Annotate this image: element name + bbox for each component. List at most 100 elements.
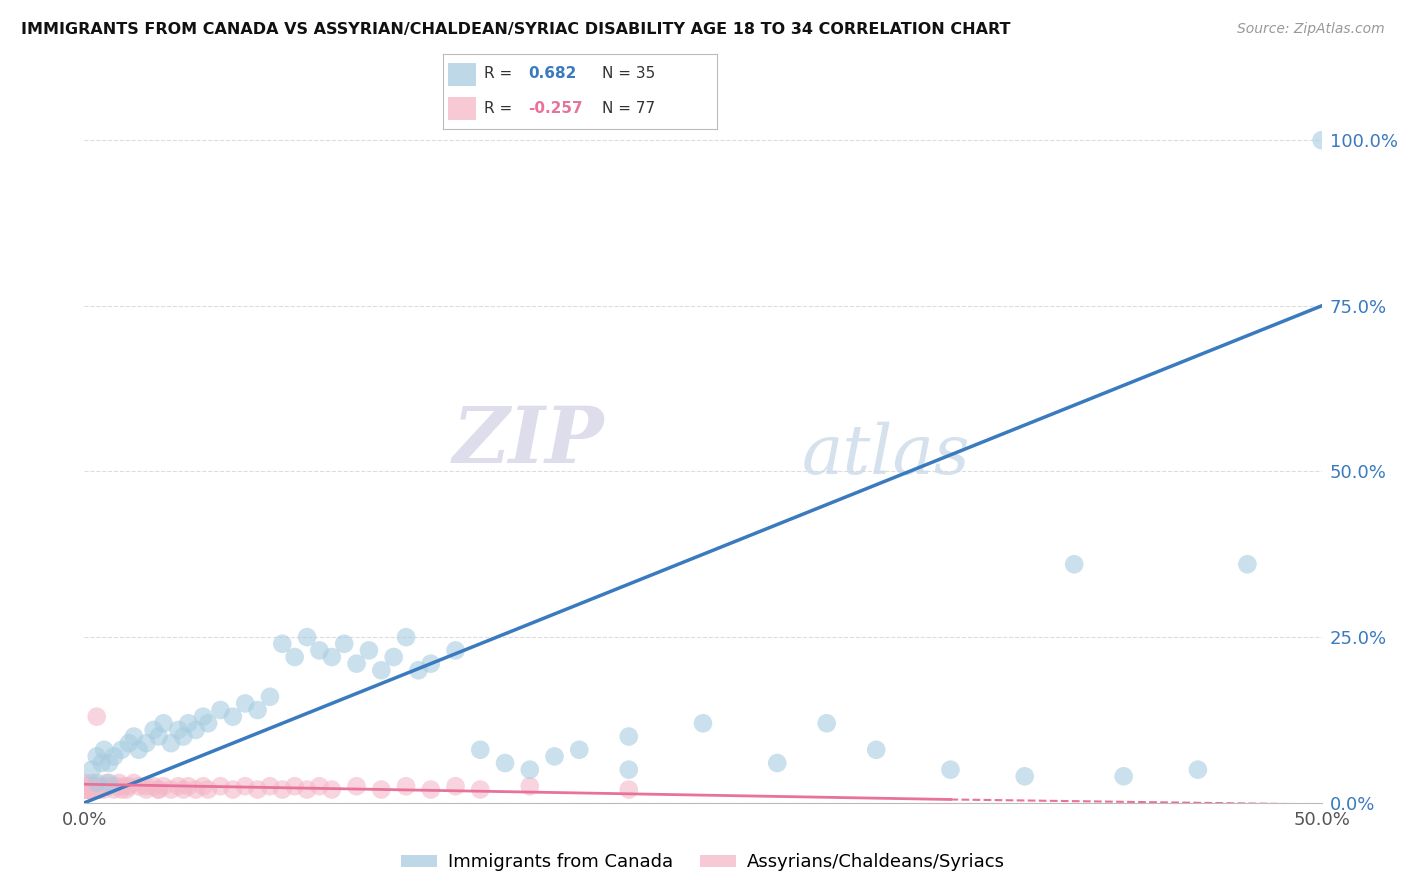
Point bbox=[73, 779, 96, 793]
Point bbox=[73, 776, 96, 790]
Point bbox=[617, 782, 640, 797]
Point bbox=[382, 650, 405, 665]
Point bbox=[148, 782, 170, 797]
Point bbox=[444, 643, 467, 657]
Point bbox=[93, 743, 115, 757]
Point bbox=[148, 730, 170, 744]
Point bbox=[115, 782, 138, 797]
Point bbox=[1063, 558, 1085, 572]
Point bbox=[118, 736, 141, 750]
Point bbox=[1310, 133, 1333, 147]
Point bbox=[73, 782, 96, 797]
Point bbox=[865, 743, 887, 757]
Point bbox=[135, 782, 157, 797]
Point bbox=[135, 779, 157, 793]
Point bbox=[76, 782, 98, 797]
Point bbox=[103, 782, 125, 797]
Point bbox=[233, 779, 256, 793]
Point bbox=[142, 723, 165, 737]
Point bbox=[308, 779, 330, 793]
Point bbox=[370, 663, 392, 677]
Point bbox=[79, 779, 101, 793]
Point bbox=[1112, 769, 1135, 783]
Point bbox=[177, 716, 200, 731]
Point bbox=[90, 756, 112, 770]
Point bbox=[271, 782, 294, 797]
Text: R =: R = bbox=[484, 67, 517, 81]
Point bbox=[76, 779, 98, 793]
Text: ZIP: ZIP bbox=[453, 403, 605, 479]
Point bbox=[110, 743, 132, 757]
Point bbox=[271, 637, 294, 651]
Point bbox=[108, 776, 131, 790]
Text: Source: ZipAtlas.com: Source: ZipAtlas.com bbox=[1237, 22, 1385, 37]
Y-axis label: Disability Age 18 to 34: Disability Age 18 to 34 bbox=[0, 360, 8, 549]
Text: R =: R = bbox=[484, 101, 517, 116]
Point bbox=[128, 779, 150, 793]
Point bbox=[246, 782, 269, 797]
Point bbox=[152, 779, 174, 793]
Point bbox=[86, 782, 108, 797]
Point bbox=[122, 730, 145, 744]
Point bbox=[79, 779, 101, 793]
Point bbox=[86, 779, 108, 793]
Point bbox=[333, 637, 356, 651]
Point bbox=[167, 723, 190, 737]
Point bbox=[395, 630, 418, 644]
Point bbox=[79, 782, 101, 797]
Point bbox=[83, 782, 105, 797]
Point bbox=[73, 782, 96, 797]
Point bbox=[939, 763, 962, 777]
Point bbox=[96, 776, 118, 790]
Point bbox=[80, 763, 103, 777]
Point bbox=[419, 657, 441, 671]
Point bbox=[79, 779, 101, 793]
Bar bbox=[449, 63, 475, 87]
Point bbox=[357, 643, 380, 657]
Point bbox=[470, 743, 492, 757]
Point bbox=[79, 782, 101, 797]
Point bbox=[617, 730, 640, 744]
Point bbox=[1236, 558, 1258, 572]
Point bbox=[98, 779, 121, 793]
Point bbox=[470, 782, 492, 797]
Legend: Immigrants from Canada, Assyrians/Chaldeans/Syriacs: Immigrants from Canada, Assyrians/Chalde… bbox=[394, 847, 1012, 879]
Point bbox=[321, 650, 343, 665]
Point bbox=[148, 782, 170, 797]
Point bbox=[73, 782, 96, 797]
Point bbox=[568, 743, 591, 757]
Point bbox=[135, 736, 157, 750]
Point bbox=[209, 703, 232, 717]
Point bbox=[197, 716, 219, 731]
Point bbox=[233, 697, 256, 711]
Point bbox=[118, 779, 141, 793]
Point bbox=[308, 643, 330, 657]
Point bbox=[73, 779, 96, 793]
Point bbox=[197, 782, 219, 797]
Point bbox=[98, 776, 121, 790]
Point bbox=[80, 779, 103, 793]
Point bbox=[86, 776, 108, 790]
Point bbox=[519, 779, 541, 793]
Point bbox=[80, 779, 103, 793]
Point bbox=[419, 782, 441, 797]
Point bbox=[444, 779, 467, 793]
Point bbox=[494, 756, 516, 770]
Point bbox=[815, 716, 838, 731]
Point bbox=[172, 782, 194, 797]
Text: N = 35: N = 35 bbox=[602, 67, 655, 81]
Point bbox=[184, 723, 207, 737]
Point bbox=[395, 779, 418, 793]
Point bbox=[259, 779, 281, 793]
Point bbox=[105, 779, 128, 793]
Point bbox=[160, 736, 183, 750]
Point bbox=[1187, 763, 1209, 777]
Point bbox=[370, 782, 392, 797]
Point bbox=[346, 657, 368, 671]
Point bbox=[519, 763, 541, 777]
Point bbox=[76, 782, 98, 797]
Point bbox=[222, 709, 245, 723]
Point bbox=[80, 779, 103, 793]
Point bbox=[321, 782, 343, 797]
Point bbox=[160, 782, 183, 797]
